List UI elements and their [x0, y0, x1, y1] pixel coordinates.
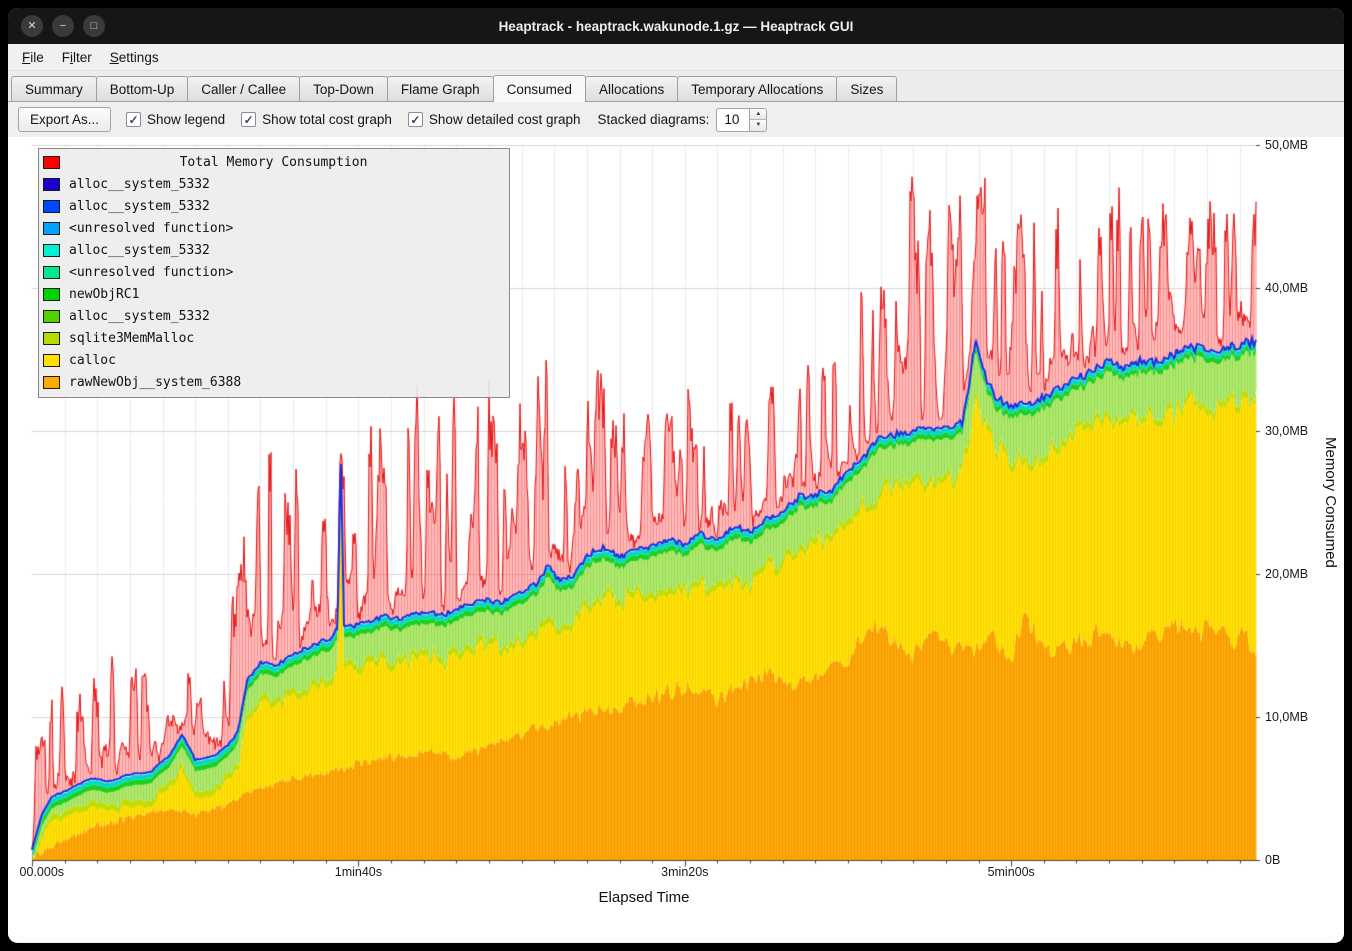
tab-allocations[interactable]: Allocations — [584, 76, 679, 101]
legend-item: alloc__system_5332 — [43, 195, 504, 217]
y-tick-label: 20,0MB — [1265, 567, 1309, 581]
legend-label: alloc__system_5332 — [69, 242, 210, 258]
x-tick-label: 3min20s — [661, 865, 709, 879]
legend-label: alloc__system_5332 — [69, 176, 210, 192]
legend-label: newObjRC1 — [69, 286, 140, 302]
tab-summary[interactable]: Summary — [11, 76, 97, 101]
x-tick-label: 5min00s — [987, 865, 1035, 879]
tab-consumed[interactable]: Consumed — [492, 75, 586, 102]
minimize-icon: − — [59, 19, 67, 32]
menu-file[interactable]: File — [22, 49, 44, 65]
y-tick-label: 30,0MB — [1265, 424, 1309, 438]
legend-label: calloc — [69, 352, 116, 368]
tab-top-down[interactable]: Top-Down — [299, 76, 388, 101]
checkbox-label: Show legend — [147, 112, 226, 127]
checkbox-check-icon: ✓ — [407, 112, 423, 127]
spin-up-icon: ▲ — [755, 110, 762, 117]
checkbox-label: Show detailed cost graph — [428, 112, 581, 127]
tab-sizes[interactable]: Sizes — [836, 76, 898, 101]
legend-label: <unresolved function> — [69, 220, 234, 236]
close-button[interactable]: ✕ — [21, 15, 43, 37]
export-as-button[interactable]: Export As... — [18, 107, 112, 132]
legend-item: calloc — [43, 349, 504, 371]
legend-item: alloc__system_5332 — [43, 173, 504, 195]
legend-swatch — [43, 243, 60, 257]
menu-settings[interactable]: Settings — [109, 49, 159, 65]
legend-item: sqlite3MemMalloc — [43, 327, 504, 349]
window-title: Heaptrack - heaptrack.wakunode.1.gz — He… — [498, 18, 854, 34]
x-tick-label: 1min40s — [334, 865, 383, 879]
legend-item: newObjRC1 — [43, 283, 504, 305]
y-tick-label: 50,0MB — [1265, 138, 1309, 152]
tab-bottom-up[interactable]: Bottom-Up — [95, 76, 189, 101]
legend-swatch — [43, 287, 60, 301]
legend-label: alloc__system_5332 — [69, 198, 210, 214]
maximize-icon: □ — [90, 19, 98, 32]
spin-down-button[interactable]: ▼ — [750, 119, 767, 131]
legend-swatch — [43, 177, 60, 191]
legend-title-row: Total Memory Consumption — [43, 151, 504, 173]
legend-item: alloc__system_5332 — [43, 239, 504, 261]
menubar: File Filter Settings — [8, 44, 1344, 71]
y-tick-label: 0B — [1265, 853, 1281, 867]
tab-caller-callee[interactable]: Caller / Callee — [187, 76, 301, 101]
legend-swatch — [43, 331, 60, 345]
checkbox-show-legend[interactable]: ✓ Show legend — [126, 112, 225, 127]
legend-swatch — [43, 221, 60, 235]
legend-swatch — [43, 265, 60, 279]
toolbar-checkboxes: ✓ Show legend ✓ Show total cost graph ✓ Show … — [126, 112, 581, 127]
tab-flame-graph[interactable]: Flame Graph — [386, 76, 494, 101]
toolbar: Export As... ✓ Show legend ✓ Show total cos… — [8, 102, 1344, 137]
spinbox-value[interactable]: 10 — [724, 112, 740, 127]
tab-temporary-allocations[interactable]: Temporary Allocations — [677, 76, 838, 101]
checkbox-check-icon: ✓ — [241, 112, 257, 127]
checkbox-check-icon: ✓ — [126, 112, 142, 127]
legend-label: sqlite3MemMalloc — [69, 330, 195, 346]
heaptrack-window: ✕ − □ Heaptrack - heaptrack.wakunode.1.g… — [8, 8, 1344, 943]
window-controls: ✕ − □ — [8, 15, 105, 37]
x-tick-label: 00.000s — [19, 865, 65, 879]
stacked-diagrams-label: Stacked diagrams: — [597, 112, 710, 127]
spin-up-button[interactable]: ▲ — [750, 108, 767, 119]
y-axis-title: Memory Consumed — [1322, 437, 1339, 568]
tab-bar: Summary Bottom-Up Caller / Callee Top-Down F… — [8, 71, 1344, 102]
checkbox-show-total-cost-graph[interactable]: ✓ Show total cost graph — [241, 112, 392, 127]
consumed-chart-panel: Total Memory Consumption alloc__system_53… — [8, 137, 1344, 942]
legend-label: alloc__system_5332 — [69, 308, 210, 324]
stacked-diagrams-spinbox[interactable]: 10 ▲ ▼ — [716, 107, 768, 132]
legend-swatch — [43, 375, 60, 389]
legend-swatch — [43, 155, 60, 169]
titlebar[interactable]: ✕ − □ Heaptrack - heaptrack.wakunode.1.g… — [8, 8, 1344, 44]
spin-down-icon: ▼ — [755, 122, 762, 129]
y-tick-label: 40,0MB — [1265, 281, 1309, 295]
legend-item: alloc__system_5332 — [43, 305, 504, 327]
legend-label: <unresolved function> — [69, 264, 234, 280]
minimize-button[interactable]: − — [52, 15, 74, 37]
legend-label: rawNewObj__system_6388 — [69, 374, 242, 390]
checkbox-show-detailed-cost-graph[interactable]: ✓ Show detailed cost graph — [407, 112, 581, 127]
menu-filter[interactable]: Filter — [61, 49, 92, 65]
legend-label: Total Memory Consumption — [179, 154, 368, 170]
legend-item: <unresolved function> — [43, 217, 504, 239]
legend-item: rawNewObj__system_6388 — [43, 371, 504, 393]
close-icon: ✕ — [27, 19, 37, 32]
maximize-button[interactable]: □ — [83, 15, 105, 37]
legend-swatch — [43, 353, 60, 367]
legend-item: <unresolved function> — [43, 261, 504, 283]
x-axis-title: Elapsed Time — [598, 889, 690, 906]
legend-swatch — [43, 199, 60, 213]
chart-legend: Total Memory Consumption alloc__system_53… — [38, 148, 510, 398]
legend-swatch — [43, 309, 60, 323]
checkbox-label: Show total cost graph — [262, 112, 392, 127]
y-tick-label: 10,0MB — [1265, 710, 1309, 724]
